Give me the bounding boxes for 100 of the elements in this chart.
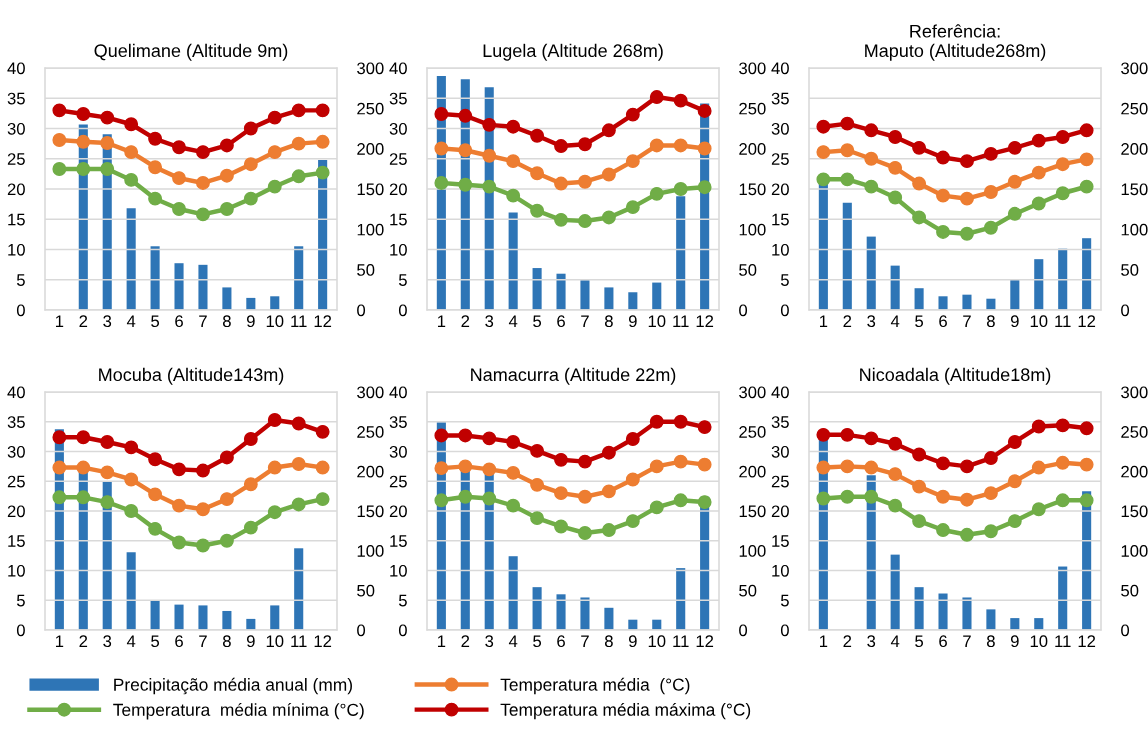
point [267, 110, 282, 125]
point [148, 521, 163, 536]
point [172, 202, 186, 216]
point [983, 146, 998, 161]
bar [842, 202, 852, 310]
point [840, 172, 855, 187]
x-tick-label: 2 [843, 315, 852, 327]
point [482, 431, 497, 446]
point [983, 524, 998, 539]
x-tick-label: 3 [103, 315, 112, 328]
point [697, 104, 712, 118]
point [840, 489, 855, 504]
point [960, 191, 974, 206]
point [912, 514, 927, 529]
point [554, 139, 568, 153]
point [172, 498, 186, 513]
x-tick-label: 10 [266, 635, 284, 648]
y2-tick-label: 300 [739, 62, 766, 75]
y2-tick-label: 200 [357, 465, 384, 478]
y-tick-label: 40 [7, 386, 25, 399]
point [1055, 130, 1070, 144]
y-tick-label: 25 [389, 475, 407, 488]
y-tick-label: 20 [7, 505, 25, 518]
point [912, 447, 927, 462]
y-tick-label: 25 [771, 475, 789, 488]
point [888, 467, 903, 482]
x-tick-label: 12 [696, 635, 714, 647]
bar [150, 600, 160, 630]
point [196, 176, 210, 190]
point [888, 130, 903, 144]
point [196, 207, 210, 222]
point [983, 451, 998, 465]
point [434, 428, 449, 443]
bar [294, 246, 304, 310]
x-tick-label: 6 [175, 315, 183, 328]
bar [1058, 566, 1068, 630]
point [960, 154, 974, 169]
y2-tick-label: 50 [357, 584, 375, 597]
point [1031, 460, 1046, 475]
point [1031, 133, 1046, 148]
x-tick-label: 5 [151, 315, 160, 328]
y-tick-label: 35 [389, 92, 407, 105]
point [912, 210, 927, 225]
y2-tick-label: 0 [357, 304, 366, 317]
x-tick-label: 12 [696, 315, 714, 327]
point [506, 188, 521, 203]
point [482, 148, 497, 163]
y-tick-label: 35 [7, 92, 25, 105]
point [100, 495, 115, 510]
point [530, 511, 545, 526]
point [315, 492, 330, 507]
x-tick-label: 7 [581, 635, 589, 647]
point [1007, 474, 1022, 489]
point [1007, 206, 1022, 221]
x-tick-label: 11 [291, 635, 307, 647]
x-tick-label: 3 [485, 315, 494, 328]
bar [198, 605, 208, 630]
y2-tick-label: 250 [357, 102, 384, 115]
x-tick-label: 1 [438, 315, 446, 327]
y-tick-label: 15 [390, 535, 407, 547]
y-tick-label: 40 [389, 62, 407, 75]
x-tick-label: 10 [1030, 635, 1048, 648]
point [100, 136, 115, 150]
y-tick-label: 40 [389, 386, 407, 399]
point [172, 171, 186, 186]
point [291, 416, 306, 431]
point [76, 460, 91, 475]
point [530, 166, 545, 181]
x-tick-label: 1 [56, 635, 64, 647]
point [243, 157, 258, 172]
x-tick-label: 5 [151, 635, 160, 648]
point [76, 490, 91, 505]
x-tick-label: 6 [557, 315, 565, 328]
point [76, 430, 91, 445]
bar [556, 273, 566, 310]
y2-tick-label: 250 [357, 426, 384, 438]
y-tick-label: 0 [780, 624, 789, 637]
bar [652, 282, 662, 310]
bar [270, 296, 280, 310]
point [434, 493, 449, 508]
y-tick-label: 20 [389, 505, 407, 518]
point [649, 138, 664, 153]
y2-tick-label: 150 [739, 505, 766, 518]
legend-label: Precipitação média anual (mm) [114, 677, 352, 695]
point [267, 145, 282, 160]
point [673, 454, 688, 469]
point [840, 116, 855, 131]
x-tick-label: 4 [508, 635, 518, 647]
point [960, 226, 974, 241]
point [52, 133, 67, 147]
y-tick-label: 10 [772, 243, 789, 256]
point [219, 202, 234, 216]
bar [222, 610, 232, 630]
x-tick-label: 5 [533, 315, 542, 328]
y-tick-label: 20 [7, 183, 25, 196]
point [625, 200, 640, 215]
x-tick-label: 11 [673, 315, 689, 327]
x-tick-label: 5 [533, 635, 542, 648]
bar [866, 236, 876, 310]
point [1031, 165, 1046, 180]
